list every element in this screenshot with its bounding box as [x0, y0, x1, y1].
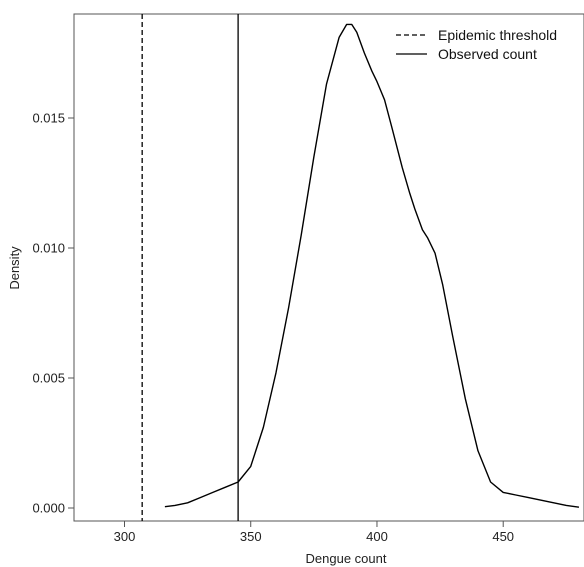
- legend: Epidemic threshold Observed count: [396, 27, 557, 62]
- y-axis: 0.000 0.005 0.010 0.015: [32, 111, 74, 516]
- legend-label-1: Observed count: [438, 46, 537, 62]
- x-tick-label: 300: [114, 529, 136, 544]
- x-axis-title: Dengue count: [306, 551, 387, 566]
- density-curve: [164, 23, 580, 508]
- x-tick-label: 400: [366, 529, 388, 544]
- x-tick-label: 350: [240, 529, 262, 544]
- y-tick-label: 0.000: [32, 501, 65, 516]
- plot-frame: [73, 13, 584, 522]
- legend-label-0: Epidemic threshold: [438, 27, 557, 43]
- y-tick-label: 0.005: [32, 371, 65, 386]
- x-tick-label: 450: [492, 529, 514, 544]
- x-axis: 300 350 400 450: [114, 521, 514, 544]
- y-axis-title: Density: [7, 246, 22, 290]
- reference-lines: [141, 14, 239, 521]
- y-tick-label: 0.010: [32, 241, 65, 256]
- y-tick-label: 0.015: [32, 111, 65, 126]
